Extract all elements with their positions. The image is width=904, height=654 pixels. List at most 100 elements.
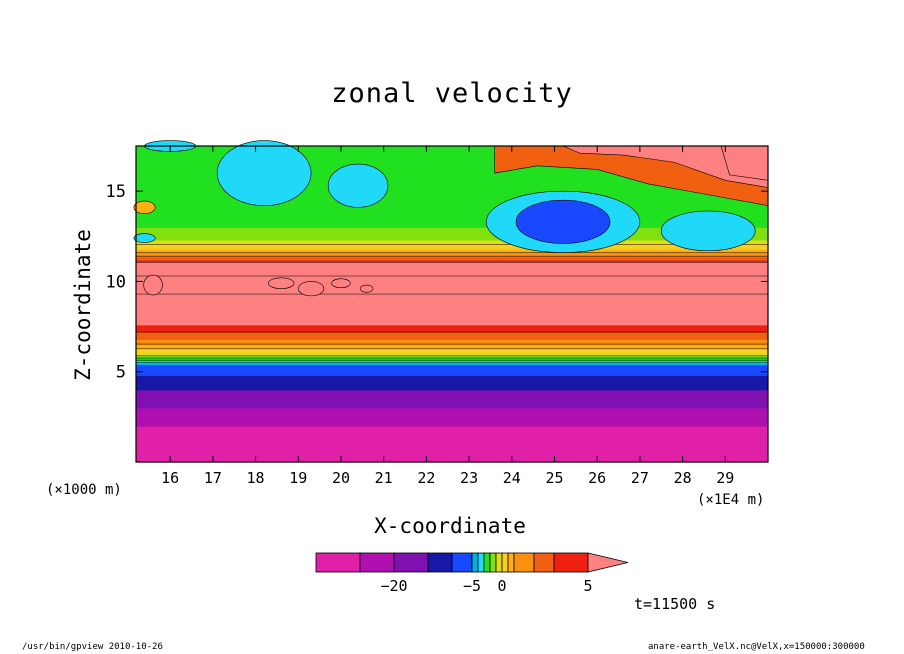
colorbar-box	[553, 552, 589, 573]
contour-band	[136, 156, 768, 160]
contour-band	[136, 375, 768, 378]
contour-band	[136, 382, 768, 385]
x-tick-label: 24	[503, 469, 521, 487]
colorbar-box	[513, 552, 535, 573]
colorbar-tick-label: −20	[380, 577, 407, 595]
contour-band	[136, 335, 768, 339]
contour-band	[136, 366, 768, 369]
contour-band	[136, 440, 768, 443]
y-tick-label: 15	[106, 182, 126, 202]
contour-band	[136, 277, 768, 281]
contour-band	[136, 344, 768, 348]
contour-band	[136, 248, 768, 252]
contour-band	[136, 272, 768, 275]
contour-band	[136, 303, 768, 306]
colorbar-box	[495, 552, 503, 573]
contour-band	[136, 234, 768, 237]
contour-band	[136, 404, 768, 407]
contour-band	[136, 230, 768, 234]
colorbar-box	[477, 552, 485, 573]
x-tick-label: 22	[417, 469, 435, 487]
contour-band	[136, 357, 768, 360]
contour-band	[136, 178, 768, 181]
contour-band	[136, 176, 768, 180]
contour-band	[136, 239, 768, 243]
contour-band	[136, 281, 768, 284]
contour-band	[136, 279, 768, 283]
contour-band	[136, 451, 768, 454]
contour-band	[136, 310, 768, 313]
contour-cell	[359, 284, 374, 293]
contour-band	[136, 229, 768, 232]
contour-band	[136, 160, 768, 163]
contour-band	[136, 353, 768, 357]
y-tick-label: 10	[106, 272, 126, 292]
contour-band	[136, 420, 768, 423]
contour-band	[136, 447, 768, 450]
y-tick-label: 5	[116, 363, 126, 383]
contour-band	[136, 283, 768, 286]
contour-band	[136, 449, 768, 452]
contour-band	[136, 409, 768, 413]
contour-band	[136, 400, 768, 404]
contour-band	[136, 454, 768, 458]
contour-band	[136, 288, 768, 292]
contour-band	[136, 391, 768, 394]
contour-band	[136, 350, 768, 353]
footer-source: anare-earth_VelX.nc@VelX,x=150000:300000	[648, 642, 865, 652]
contour-band	[136, 257, 768, 261]
contour-band	[136, 411, 768, 414]
footer-command: /usr/bin/gpview 2010-10-26	[22, 642, 163, 652]
contour-band	[136, 146, 768, 149]
contour-cell	[515, 199, 611, 244]
contour-band	[136, 324, 768, 328]
contour-cell	[133, 200, 156, 215]
contour-band	[136, 236, 768, 239]
contour-band	[136, 398, 768, 402]
contour-cell	[268, 277, 295, 289]
contour-band	[136, 182, 768, 185]
contour-band	[136, 368, 768, 371]
contour-band	[136, 395, 768, 398]
contour-band	[136, 371, 768, 375]
contour-band	[136, 241, 768, 245]
contour-blobs	[133, 140, 769, 297]
x-tick-label: 17	[204, 469, 222, 487]
contour-cell	[216, 140, 312, 206]
x-tick-label: 20	[332, 469, 350, 487]
colorbar-arrow	[587, 552, 629, 573]
contour-band	[136, 351, 768, 355]
contour-band	[136, 312, 768, 315]
contour-band	[136, 321, 768, 324]
contour-band	[136, 216, 768, 219]
contour-band	[136, 331, 768, 335]
colorbar-tick-label: −5	[463, 577, 481, 595]
contour-band	[136, 364, 768, 367]
contour-band	[136, 285, 768, 288]
contour-band	[136, 196, 768, 199]
contour-band	[136, 373, 768, 376]
contour-band	[136, 211, 768, 214]
contour-band	[136, 317, 768, 320]
contour-band	[136, 232, 768, 236]
contour-band	[136, 424, 768, 427]
x-tick-label: 29	[716, 469, 734, 487]
colorbar-box	[451, 552, 473, 573]
contour-band	[136, 434, 768, 438]
contour-band	[136, 192, 768, 196]
x-tick-label: 21	[375, 469, 393, 487]
contour-band	[136, 169, 768, 172]
contour-band	[136, 276, 768, 279]
contour-band	[136, 223, 768, 227]
contour-band	[136, 436, 768, 440]
colorbar-box	[471, 552, 479, 573]
contour-band	[136, 266, 768, 270]
x-axis-label: X-coordinate	[374, 514, 526, 538]
contour-band	[136, 369, 768, 373]
contour-band	[136, 330, 768, 333]
contour-band	[136, 431, 768, 434]
contour-band	[136, 187, 768, 190]
contour-band	[136, 315, 768, 319]
contour-band	[136, 337, 768, 340]
